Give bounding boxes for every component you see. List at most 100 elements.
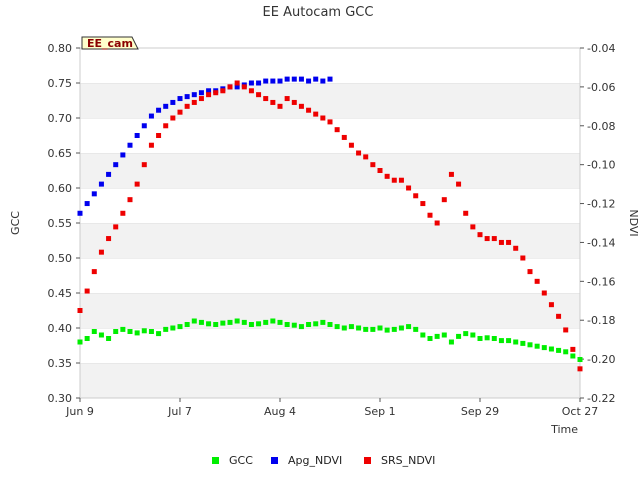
x-tick-label: Aug 4 xyxy=(264,405,296,418)
grid-band xyxy=(80,83,580,118)
data-point xyxy=(391,177,397,183)
data-point xyxy=(306,78,312,84)
data-point xyxy=(370,162,376,168)
camera-tag: EE_cam xyxy=(81,36,139,50)
data-point xyxy=(141,162,147,168)
data-point xyxy=(127,197,133,203)
data-point xyxy=(420,332,426,338)
y2-tick-label: -0.22 xyxy=(587,392,615,405)
data-point xyxy=(334,127,340,133)
legend-swatch xyxy=(271,457,278,464)
data-point xyxy=(313,321,319,327)
data-point xyxy=(227,319,233,325)
data-point xyxy=(413,326,419,332)
data-point xyxy=(384,327,390,333)
data-point xyxy=(91,191,97,197)
data-point xyxy=(163,123,169,129)
data-point xyxy=(577,366,583,372)
data-point xyxy=(491,236,497,242)
data-point xyxy=(541,345,547,351)
data-point xyxy=(463,210,469,216)
data-point xyxy=(106,236,112,242)
data-point xyxy=(198,90,204,96)
data-point xyxy=(556,313,562,319)
data-point xyxy=(477,232,483,238)
data-point xyxy=(377,325,383,331)
data-points xyxy=(77,76,583,372)
data-point xyxy=(298,324,304,330)
data-point xyxy=(563,327,569,333)
data-point xyxy=(341,134,347,140)
data-point xyxy=(484,335,490,341)
data-point xyxy=(577,357,583,362)
x-tick-label: Oct 27 xyxy=(562,405,599,418)
data-point xyxy=(177,109,183,115)
data-point xyxy=(377,168,383,173)
legend: GCC Apg_NDVI SRS_NDVI xyxy=(212,454,435,467)
data-point xyxy=(120,326,126,332)
y-tick-label: 0.40 xyxy=(48,322,73,335)
data-point xyxy=(434,333,440,339)
data-point xyxy=(127,329,133,334)
legend-label: SRS_NDVI xyxy=(381,454,435,467)
data-point xyxy=(177,96,183,102)
data-point xyxy=(113,162,119,168)
data-point xyxy=(341,325,347,331)
data-point xyxy=(170,325,176,331)
data-point xyxy=(206,321,212,327)
data-point xyxy=(277,103,283,109)
data-point xyxy=(527,342,533,348)
data-point xyxy=(270,99,276,105)
data-point xyxy=(327,76,333,82)
data-point xyxy=(184,103,190,109)
data-point xyxy=(120,152,126,158)
data-point xyxy=(520,255,526,261)
data-point xyxy=(520,340,526,346)
data-point xyxy=(113,329,119,334)
data-point xyxy=(134,330,140,336)
data-point xyxy=(263,319,269,325)
data-point xyxy=(548,346,554,352)
data-point xyxy=(284,76,290,82)
data-point xyxy=(570,353,576,359)
data-point xyxy=(484,236,490,242)
data-point xyxy=(356,325,362,331)
legend-label: GCC xyxy=(229,454,253,467)
y-tick-label: 0.30 xyxy=(48,392,73,405)
y2-tick-label: -0.04 xyxy=(587,42,615,55)
data-point xyxy=(477,336,483,341)
data-point xyxy=(91,269,97,275)
y-tick-label: 0.70 xyxy=(48,112,73,125)
data-point xyxy=(163,103,169,109)
data-point xyxy=(127,142,133,148)
grid-band xyxy=(80,153,580,188)
data-point xyxy=(120,210,126,216)
data-point xyxy=(248,80,254,86)
data-point xyxy=(220,88,226,94)
data-point xyxy=(498,239,504,245)
data-point xyxy=(156,133,162,138)
legend-swatch xyxy=(364,457,371,464)
y-tick-label: 0.50 xyxy=(48,252,73,265)
data-point xyxy=(556,347,562,353)
data-point xyxy=(363,326,369,332)
data-point xyxy=(177,324,183,330)
data-point xyxy=(113,224,119,230)
series-srs-ndvi xyxy=(77,80,583,372)
data-point xyxy=(406,185,412,191)
data-point xyxy=(420,201,426,207)
data-point xyxy=(370,326,376,332)
data-point xyxy=(441,332,447,338)
x-tick-label: Jul 7 xyxy=(167,405,192,418)
data-point xyxy=(241,319,247,325)
data-point xyxy=(241,84,247,90)
data-point xyxy=(184,322,190,327)
grid-band xyxy=(80,223,580,258)
data-point xyxy=(198,96,204,102)
data-point xyxy=(106,171,112,177)
grid-band xyxy=(80,328,580,363)
data-point xyxy=(248,88,254,94)
y2-tick-label: -0.18 xyxy=(587,314,615,327)
data-point xyxy=(306,107,312,113)
